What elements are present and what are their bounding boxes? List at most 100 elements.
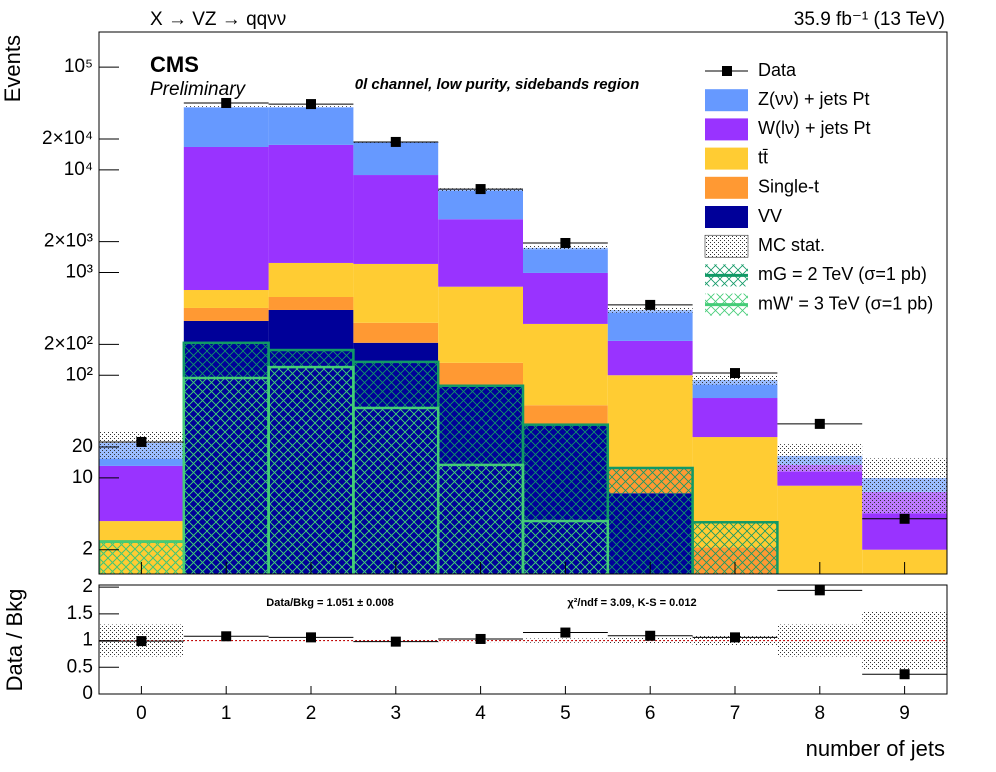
ratio-frame bbox=[98, 584, 948, 695]
title: X → VZ → qqνν bbox=[150, 9, 286, 30]
ratio-point bbox=[306, 632, 316, 643]
ratio-plot bbox=[99, 585, 947, 680]
legend-label: Z(νν) + jets Pt bbox=[758, 89, 870, 109]
stack-bar bbox=[777, 485, 863, 574]
stack-bar bbox=[268, 144, 354, 263]
legend-swatch bbox=[705, 118, 748, 141]
stack-bar bbox=[353, 175, 439, 264]
stack-bar bbox=[268, 262, 354, 297]
y-tick-label: 0 bbox=[82, 683, 93, 704]
data-point bbox=[306, 99, 316, 110]
stack-bar bbox=[268, 296, 354, 310]
data-point bbox=[730, 368, 740, 379]
experiment: CMS bbox=[150, 52, 199, 77]
x-tick-label: 8 bbox=[815, 703, 826, 724]
legend-label: mG = 2 TeV (σ=1 pb) bbox=[758, 264, 927, 284]
mc-stat-band bbox=[607, 307, 693, 313]
stack-bar bbox=[183, 146, 269, 291]
legend-marker bbox=[722, 66, 732, 76]
ratio-point bbox=[730, 632, 740, 643]
subtitle: 35.9 fb⁻¹ (13 TeV) bbox=[794, 9, 945, 30]
ratio-point bbox=[814, 585, 825, 596]
x-tick-label: 5 bbox=[560, 703, 571, 724]
legend-swatch bbox=[705, 176, 748, 199]
status-label: Preliminary bbox=[150, 79, 247, 100]
y-tick-label: 0.5 bbox=[67, 656, 93, 677]
signal-bar bbox=[436, 463, 525, 574]
x-tick-label: 6 bbox=[645, 703, 656, 724]
annotation: 0l channel, low purity, sidebands region bbox=[355, 76, 640, 93]
mc-stat-band bbox=[777, 444, 863, 472]
data-point bbox=[475, 184, 486, 195]
y-tick-label: 2 bbox=[82, 539, 93, 560]
legend-label: VV bbox=[758, 206, 782, 226]
data-point bbox=[390, 136, 401, 147]
y-tick-label: 10⁴ bbox=[64, 159, 93, 180]
legend-label: tt̄ bbox=[758, 147, 768, 167]
y-axis-label: Events bbox=[0, 35, 25, 102]
stack-bar bbox=[353, 141, 439, 176]
stack-bar bbox=[438, 189, 523, 220]
stack-bar bbox=[353, 322, 439, 343]
x-tick-label: 2 bbox=[306, 703, 317, 724]
ratio-text: Data/Bkg = 1.051 ± 0.008 bbox=[266, 597, 393, 609]
data-point bbox=[814, 418, 825, 429]
stack-bar bbox=[523, 247, 608, 273]
main-frame bbox=[98, 31, 948, 575]
x-axis-label: number of jets bbox=[806, 736, 945, 761]
legend-swatch bbox=[704, 234, 749, 258]
legend-swatch bbox=[705, 206, 748, 228]
legend-label: MC stat. bbox=[758, 235, 825, 255]
y-tick-label: 2 bbox=[82, 576, 93, 597]
stack-bar bbox=[523, 272, 608, 324]
y-tick-label: 1 bbox=[82, 630, 93, 651]
data-point bbox=[645, 299, 656, 310]
stack-bar bbox=[183, 290, 269, 308]
stack-bar bbox=[438, 219, 523, 287]
fit-text: χ²/ndf = 3.09, K-S = 0.012 bbox=[567, 597, 696, 609]
y-tick-label: 1.5 bbox=[67, 603, 93, 624]
mc-stat-band bbox=[862, 458, 947, 514]
x-tick-label: 3 bbox=[391, 703, 402, 724]
y-tick-label: 10³ bbox=[66, 262, 93, 283]
x-tick-label: 4 bbox=[475, 703, 486, 724]
signal-bar bbox=[182, 376, 270, 574]
x-tick-label: 7 bbox=[730, 703, 741, 724]
ratio-point bbox=[899, 669, 910, 680]
y-tick-label: 10 bbox=[72, 467, 93, 488]
stack-bar bbox=[268, 107, 354, 145]
main-plot bbox=[99, 97, 947, 574]
ratio-y-label: Data / Bkg bbox=[2, 589, 27, 692]
ratio-point bbox=[390, 636, 401, 647]
stack-bar bbox=[438, 362, 523, 386]
y-tick-label: 10⁵ bbox=[64, 56, 93, 77]
x-tick-label: 0 bbox=[136, 703, 147, 724]
stack-bar bbox=[607, 340, 693, 376]
signal-bar bbox=[606, 466, 694, 574]
stack-bar bbox=[353, 263, 439, 323]
stack-bar bbox=[523, 405, 608, 425]
stack-bar bbox=[438, 286, 523, 363]
legend-swatch bbox=[705, 89, 748, 112]
y-tick-label: 2×10³ bbox=[44, 231, 93, 252]
x-tick-label: 9 bbox=[899, 703, 910, 724]
data-point bbox=[221, 97, 232, 108]
y-tick-label: 10² bbox=[66, 364, 93, 385]
stack-bar bbox=[183, 107, 269, 147]
ratio-point bbox=[136, 636, 147, 647]
y-tick-label: 2×10² bbox=[44, 333, 93, 354]
ratio-point bbox=[221, 631, 232, 642]
legend-label: W(lν) + jets Pt bbox=[758, 118, 871, 138]
stack-bar bbox=[692, 398, 778, 438]
ratio-point bbox=[475, 633, 486, 644]
data-point bbox=[899, 513, 910, 524]
stack-bar bbox=[523, 323, 608, 406]
ratio-stat-band bbox=[523, 638, 608, 643]
mc-stat-band bbox=[692, 375, 778, 385]
ratio-point bbox=[645, 630, 656, 641]
stack-bar bbox=[607, 375, 693, 467]
legend-label: Data bbox=[758, 60, 797, 80]
